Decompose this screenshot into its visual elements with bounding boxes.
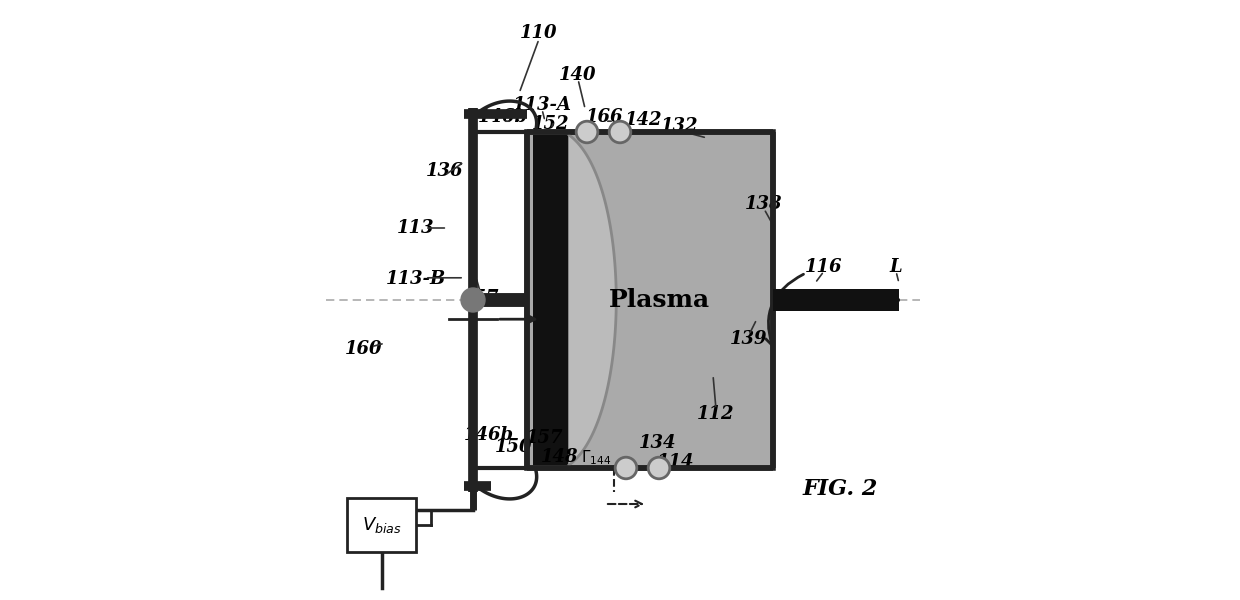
Polygon shape: [569, 135, 616, 465]
Bar: [347, 498, 415, 552]
Text: 166: 166: [587, 108, 624, 126]
Text: 113-B: 113-B: [386, 270, 446, 288]
Text: 157: 157: [526, 429, 564, 447]
Circle shape: [461, 288, 485, 312]
Text: 136: 136: [427, 162, 464, 180]
Text: 116: 116: [805, 258, 843, 276]
Text: $\mathit{\Gamma}_{144}$: $\mathit{\Gamma}_{144}$: [580, 448, 611, 467]
Text: $V_{bias}$: $V_{bias}$: [362, 515, 402, 535]
Text: 160: 160: [345, 340, 383, 358]
Text: 139: 139: [730, 330, 768, 348]
Bar: [533, 135, 569, 465]
Text: 150: 150: [495, 438, 532, 456]
Circle shape: [649, 457, 670, 479]
Text: 152: 152: [532, 115, 569, 133]
Circle shape: [577, 121, 598, 143]
Text: L: L: [889, 258, 903, 276]
Bar: [773, 289, 899, 311]
Text: 112: 112: [697, 405, 735, 423]
Text: 146b: 146b: [477, 108, 528, 126]
Text: 142: 142: [625, 111, 662, 129]
Text: 114: 114: [656, 453, 694, 471]
Text: FIG. 2: FIG. 2: [804, 478, 878, 500]
Circle shape: [615, 457, 637, 479]
Text: 113-A: 113-A: [512, 96, 572, 114]
Bar: [527, 132, 773, 468]
Text: 132: 132: [661, 117, 699, 135]
Text: 138: 138: [745, 195, 782, 213]
Text: 134: 134: [639, 434, 676, 452]
Text: Plasma: Plasma: [609, 288, 709, 312]
Text: 157: 157: [463, 289, 500, 307]
Text: 146b: 146b: [464, 426, 515, 444]
Text: 140: 140: [559, 66, 596, 84]
Circle shape: [609, 121, 631, 143]
Text: 110: 110: [521, 24, 558, 42]
Text: 113: 113: [397, 219, 435, 237]
Text: 148: 148: [541, 448, 579, 466]
